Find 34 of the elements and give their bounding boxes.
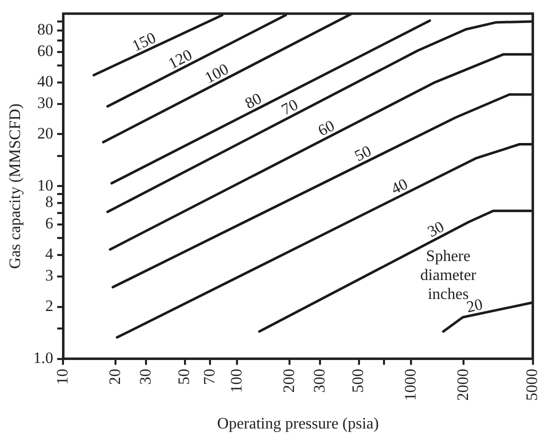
y-tick-label: 40 bbox=[37, 73, 54, 90]
y-tick-label: 60 bbox=[37, 43, 54, 60]
text: 30 bbox=[425, 218, 448, 241]
y-tick-label: 2 bbox=[45, 298, 54, 316]
y-tick-label: 30 bbox=[37, 95, 54, 112]
text: 50 bbox=[352, 142, 374, 166]
x-tick-label: 20 bbox=[106, 368, 124, 385]
y-tick-label: 6 bbox=[45, 216, 54, 233]
x-tick-label: 500 bbox=[350, 368, 368, 393]
y-tick-label: 1.0 bbox=[33, 350, 54, 368]
x-tick-label: 300 bbox=[311, 368, 328, 393]
x-tick-label: 100 bbox=[228, 368, 246, 393]
y-tick-label: 4 bbox=[45, 246, 54, 264]
text: 150 bbox=[130, 30, 159, 56]
y-tick-label: 8 bbox=[45, 194, 54, 212]
x-tick-label: 200 bbox=[280, 368, 298, 393]
text: 120 bbox=[166, 46, 196, 73]
text: 80 bbox=[242, 90, 265, 113]
text: 60 bbox=[316, 118, 338, 140]
x-tick-label: 2000 bbox=[454, 368, 472, 401]
y-tick-label: 80 bbox=[37, 22, 54, 39]
y-tick-label: 10 bbox=[37, 177, 54, 194]
x-tick-label: 1000 bbox=[402, 368, 420, 401]
text: 40 bbox=[388, 176, 411, 198]
x-axis-title: Operating pressure (psia) bbox=[217, 416, 379, 433]
text: 100 bbox=[202, 60, 232, 88]
x-tick-label: 50 bbox=[176, 368, 194, 385]
y-axis-title: Gas capacity (MMSCFD) bbox=[6, 104, 24, 269]
text: 70 bbox=[278, 96, 302, 119]
x-tick-label: 30 bbox=[137, 368, 154, 385]
x-tick-label: 70 bbox=[201, 368, 218, 385]
x-tick-label: 5000 bbox=[524, 368, 542, 401]
y-tick-label: 20 bbox=[37, 125, 54, 142]
y-tick-label: 3 bbox=[45, 268, 54, 285]
